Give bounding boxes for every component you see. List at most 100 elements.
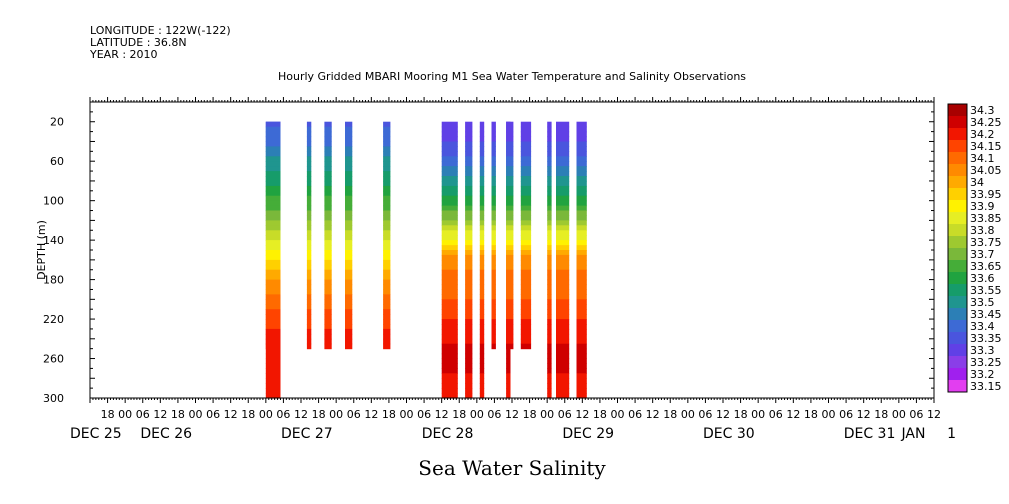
data-cell: [441, 240, 458, 246]
data-cell: [479, 245, 485, 251]
data-cell: [491, 230, 496, 236]
data-cell: [576, 215, 587, 221]
data-cell: [520, 220, 532, 226]
data-cell: [345, 304, 353, 310]
data-cell: [556, 343, 570, 350]
data-cell: [479, 373, 485, 379]
data-cell: [520, 279, 532, 286]
data-cell: [465, 319, 473, 325]
data-cell: [265, 136, 281, 142]
data-cell: [441, 373, 458, 379]
colorbar-label: 34.15: [970, 140, 1002, 153]
colorbar-swatch: [948, 344, 967, 356]
data-cell: [441, 176, 458, 182]
data-cell: [479, 250, 485, 256]
data-cell: [506, 151, 511, 157]
data-cell: [556, 176, 570, 182]
x-tick-label: 00: [892, 408, 906, 421]
data-cell: [491, 205, 496, 212]
data-cell: [479, 328, 485, 335]
data-cell: [479, 274, 485, 281]
data-cell: [506, 348, 511, 355]
data-cell: [491, 210, 496, 216]
data-cell: [345, 279, 353, 286]
colorbar-label: 33.65: [970, 260, 1002, 273]
data-cell: [556, 388, 570, 394]
colorbar-label: 34.2: [970, 128, 995, 141]
colorbar-label: 33.4: [970, 320, 995, 333]
data-cell: [465, 333, 473, 340]
data-cell: [547, 299, 552, 305]
data-cell: [491, 161, 496, 167]
colorbar-label: 33.85: [970, 212, 1002, 225]
data-cell: [479, 393, 485, 399]
data-cell: [465, 121, 473, 128]
data-cell: [265, 319, 281, 325]
data-cell: [441, 205, 458, 212]
data-cell: [306, 333, 312, 340]
data-cell: [465, 151, 473, 157]
data-cell: [520, 230, 532, 236]
data-cell: [547, 156, 552, 162]
data-cell: [506, 185, 511, 192]
data-cell: [556, 190, 570, 197]
data-cell: [491, 333, 496, 340]
data-cell: [479, 294, 485, 300]
data-cell: [265, 393, 281, 399]
data-cell: [547, 171, 552, 177]
colorbar-swatch: [948, 248, 967, 260]
data-cell: [506, 383, 511, 389]
data-cell: [556, 254, 570, 261]
data-column: [547, 121, 552, 399]
data-cell: [324, 250, 332, 256]
data-cell: [491, 338, 496, 345]
data-cell: [547, 388, 552, 394]
data-cell: [520, 324, 532, 330]
data-cell: [383, 299, 391, 305]
data-cell: [465, 309, 473, 315]
data-cell: [576, 195, 587, 202]
data-cell: [576, 289, 587, 295]
data-cell: [491, 254, 496, 261]
data-cell: [520, 136, 532, 142]
data-cell: [465, 245, 473, 251]
data-cell: [306, 151, 312, 157]
data-cell: [479, 259, 485, 266]
data-cell: [345, 215, 353, 221]
data-cell: [576, 328, 587, 335]
data-cell: [306, 146, 312, 152]
data-cell: [383, 289, 391, 295]
data-cell: [491, 235, 496, 241]
data-cell: [265, 279, 281, 286]
data-cell: [324, 304, 332, 310]
data-cell: [547, 141, 552, 147]
y-axis-label: DEPTH (m): [35, 220, 48, 280]
data-cell: [265, 171, 281, 177]
data-cell: [383, 195, 391, 202]
data-cell: [547, 289, 552, 295]
data-cell: [547, 383, 552, 389]
data-cell: [465, 328, 473, 335]
data-cell: [479, 338, 485, 345]
data-cell: [383, 309, 391, 315]
data-cell: [441, 264, 458, 271]
data-cell: [465, 289, 473, 295]
data-cell: [556, 304, 570, 310]
data-cell: [520, 180, 532, 187]
data-cell: [576, 166, 587, 172]
data-cell: [547, 126, 552, 133]
data-cell: [491, 343, 496, 350]
data-cell: [345, 166, 353, 172]
data-cell: [556, 284, 570, 290]
data-cell: [520, 289, 532, 295]
data-cell: [306, 136, 312, 142]
data-cell: [506, 156, 511, 162]
data-cell: [441, 319, 458, 325]
data-cell: [479, 240, 485, 246]
colorbar-label: 33.45: [970, 308, 1002, 321]
data-cell: [506, 254, 511, 261]
data-cell: [324, 309, 332, 315]
data-cell: [265, 230, 281, 236]
x-day-label: DEC 26: [140, 426, 192, 442]
data-cell: [479, 264, 485, 271]
